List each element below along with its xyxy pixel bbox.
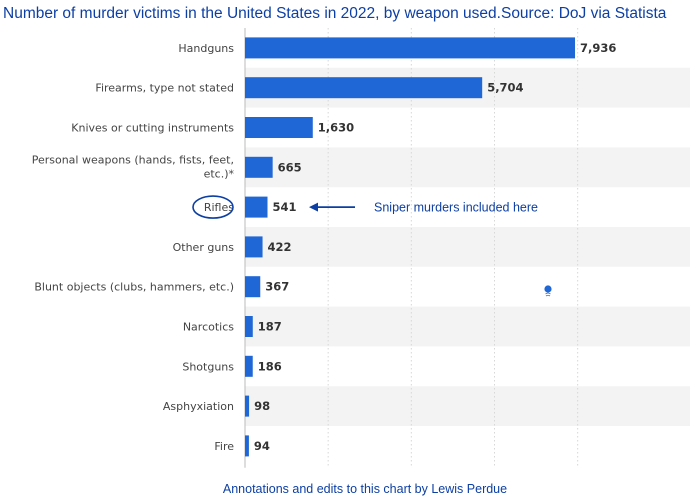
row-band [245, 386, 690, 426]
category-label: Asphyxiation [163, 400, 234, 413]
row-band [245, 306, 690, 347]
category-label: Fire [214, 440, 234, 453]
row-band [245, 227, 690, 267]
value-label: 665 [278, 160, 302, 174]
category-label: Blunt objects (clubs, hammers, etc.) [34, 281, 234, 294]
category-labels: Handguns Firearms, type not stated Knives … [32, 42, 235, 453]
category-label: Firearms, type not stated [95, 82, 234, 95]
value-label: 422 [268, 240, 292, 254]
annotation-text: Sniper murders included here [374, 201, 538, 215]
annotation-layer: Sniper murders included here [192, 195, 538, 219]
value-label: 7,936 [580, 41, 616, 55]
chart-title: Number of murder victims in the United S… [3, 5, 667, 22]
bar [245, 77, 483, 99]
category-label: Handguns [178, 42, 234, 55]
category-label: Knives or cutting instruments [71, 122, 234, 135]
value-label: 186 [258, 359, 282, 373]
bar [245, 236, 263, 258]
bar [245, 196, 268, 218]
info-icon [544, 285, 552, 297]
bar [245, 395, 250, 417]
bar [245, 355, 253, 377]
value-labels: 7,936 5,704 1,630 665 541 422 367 187 186 98 94 [254, 41, 616, 453]
row-bands [245, 67, 690, 426]
category-label: Personal weapons (hands, fists, feet, etc… [32, 153, 235, 180]
category-label: Rifles [204, 201, 234, 214]
annotation-circle [192, 195, 234, 219]
category-label: Other guns [173, 241, 235, 254]
category-label: Narcotics [183, 321, 234, 334]
annotation-arrowhead [309, 202, 318, 212]
value-label: 1,630 [318, 121, 354, 135]
value-label: 367 [265, 280, 289, 294]
value-label: 98 [254, 399, 270, 413]
bar [245, 316, 253, 337]
footer-credit: Annotations and edits to this chart by L… [222, 482, 508, 496]
row-band [245, 147, 690, 188]
value-label: 5,704 [487, 81, 523, 95]
bar [245, 156, 273, 178]
value-label: 94 [254, 439, 270, 453]
bar [245, 37, 575, 59]
bar [245, 117, 313, 138]
bar [245, 435, 249, 457]
bars [245, 37, 575, 457]
bar [245, 276, 261, 298]
value-label: 541 [272, 200, 296, 214]
value-label: 187 [258, 320, 282, 334]
category-label: Shotguns [182, 360, 234, 373]
